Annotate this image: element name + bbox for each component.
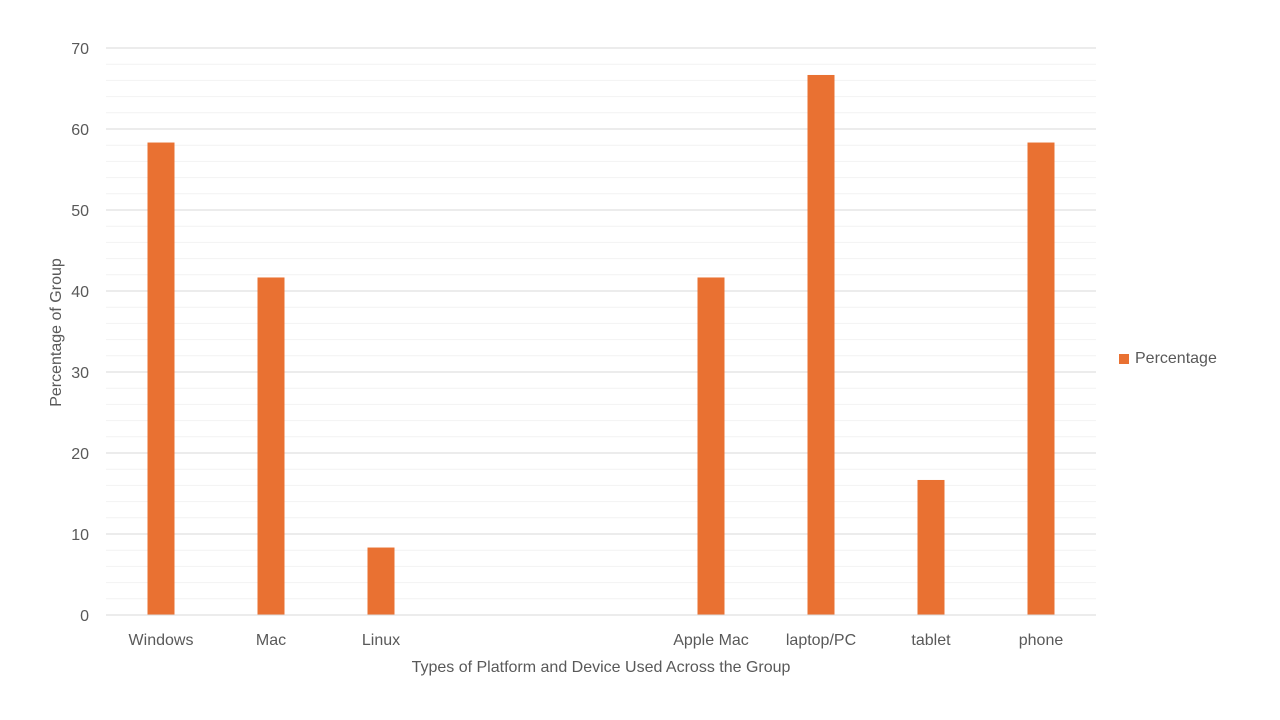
x-tick-label: Linux <box>362 632 400 649</box>
x-axis-title: Types of Platform and Device Used Across… <box>412 659 791 676</box>
bar-phone <box>1027 142 1055 616</box>
x-tick-label: tablet <box>911 632 951 649</box>
x-tick-label: laptop/PC <box>786 632 856 649</box>
x-tick-label: phone <box>1019 632 1064 649</box>
y-tick-label: 50 <box>71 203 89 220</box>
x-tick-label: Windows <box>129 632 194 649</box>
y-tick-label: 60 <box>71 122 89 139</box>
bar-laptop-pc <box>807 74 835 615</box>
y-tick-label: 0 <box>80 608 89 625</box>
legend-swatch <box>1119 354 1129 364</box>
gridlines <box>106 47 1096 600</box>
bar-apple-mac <box>697 277 725 615</box>
legend: Percentage <box>1119 350 1217 368</box>
bar-linux <box>367 547 395 615</box>
y-tick-label: 20 <box>71 446 89 463</box>
x-tick-label: Mac <box>256 632 286 649</box>
x-axis-ticks: Windows Mac Linux Apple Mac laptop/PC tablet p… <box>129 632 1064 649</box>
legend-label: Percentage <box>1135 350 1217 367</box>
y-tick-label: 70 <box>71 41 89 58</box>
x-tick-label: Apple Mac <box>673 632 749 649</box>
y-tick-label: 30 <box>71 365 89 382</box>
y-axis-ticks: 0 10 20 30 40 50 60 70 <box>71 41 89 625</box>
y-tick-label: 10 <box>71 527 89 544</box>
bar-windows <box>147 142 175 616</box>
bars <box>147 74 1055 616</box>
bar-mac <box>257 277 285 615</box>
y-tick-label: 40 <box>71 284 89 301</box>
y-axis-title: Percentage of Group <box>48 258 65 407</box>
bar-tablet <box>917 479 945 615</box>
